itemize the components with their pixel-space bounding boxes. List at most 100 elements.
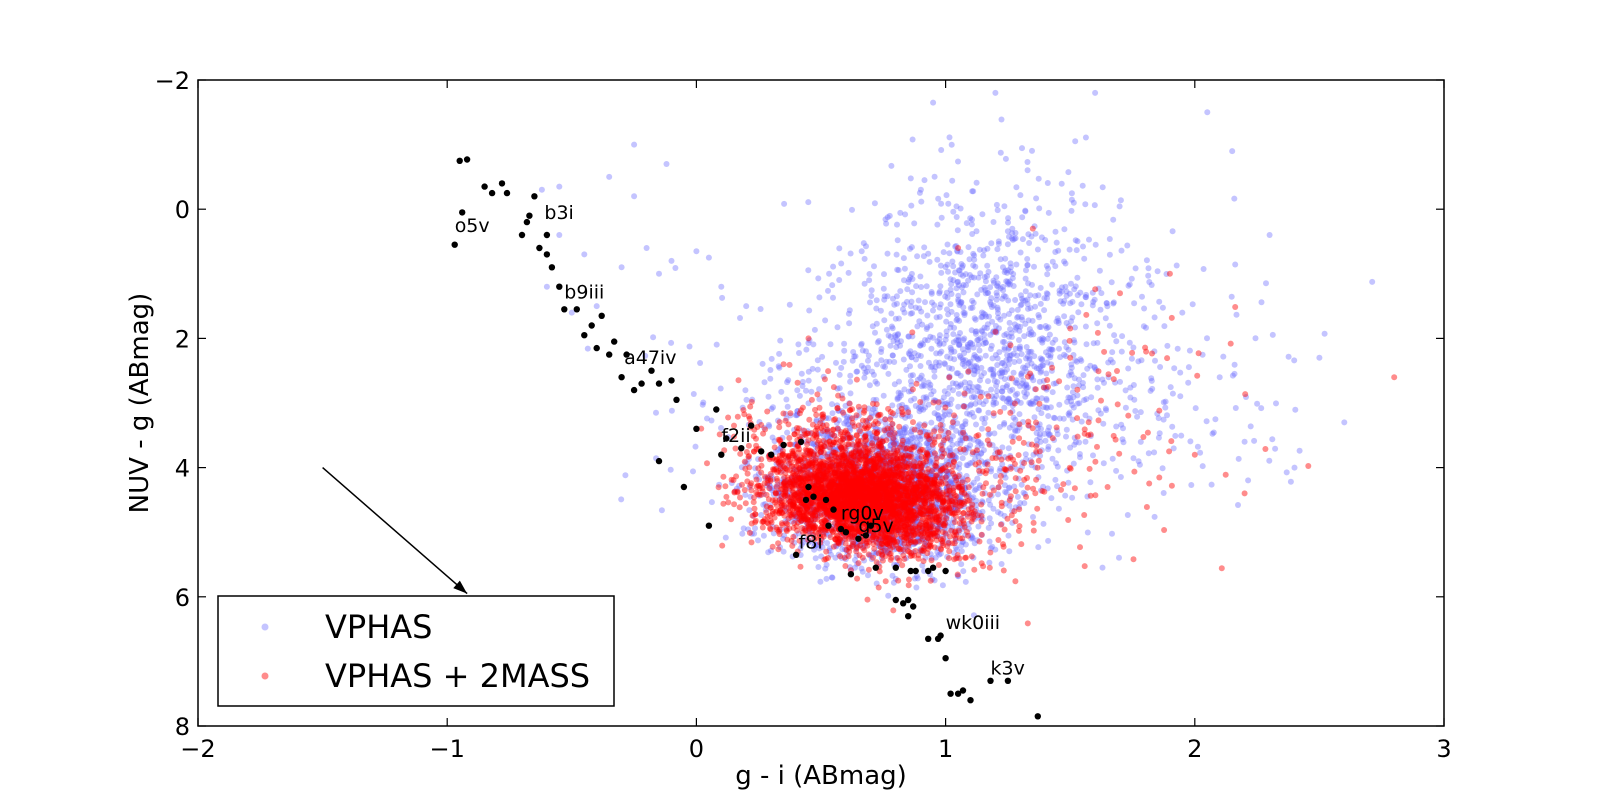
vphas-point bbox=[1292, 406, 1299, 413]
vphas-point bbox=[1070, 199, 1077, 206]
vphas-point bbox=[898, 488, 905, 495]
vphas-point bbox=[872, 517, 879, 524]
vphas-point bbox=[871, 478, 877, 485]
vphas-point bbox=[914, 510, 921, 517]
vphas-point bbox=[927, 439, 934, 446]
vphas-point bbox=[988, 295, 995, 302]
vphas-point bbox=[911, 475, 918, 482]
vphas-point bbox=[943, 318, 950, 325]
vphas-point bbox=[916, 475, 923, 482]
vphas-point bbox=[1043, 262, 1050, 269]
vphas-point bbox=[872, 329, 878, 336]
vphas-point bbox=[1064, 384, 1071, 391]
vphas-point bbox=[832, 554, 839, 561]
vphas-point bbox=[743, 303, 750, 310]
vphas-point bbox=[956, 479, 963, 486]
vphas-point bbox=[1200, 266, 1207, 272]
vphas-point bbox=[1110, 299, 1117, 306]
vphas-point bbox=[841, 473, 848, 480]
vphas-point bbox=[903, 496, 910, 503]
vphas-point bbox=[829, 401, 835, 408]
vphas-point bbox=[979, 508, 986, 515]
vphas-point bbox=[951, 499, 957, 506]
vphas-point bbox=[672, 265, 679, 271]
vphas-point bbox=[745, 526, 752, 533]
vphas-point bbox=[822, 510, 829, 517]
vphas-point bbox=[985, 497, 992, 504]
vphas-point bbox=[883, 220, 890, 227]
vphas-point bbox=[752, 465, 759, 472]
vphas-point bbox=[1035, 544, 1042, 551]
vphas-point bbox=[935, 526, 942, 533]
vphas-point bbox=[1127, 384, 1134, 391]
vphas-point bbox=[893, 524, 899, 531]
vphas-point bbox=[765, 393, 772, 400]
vphas-point bbox=[1160, 490, 1167, 496]
vphas-point bbox=[1148, 282, 1155, 288]
vphas-point bbox=[663, 161, 670, 167]
vphas-point bbox=[700, 399, 707, 406]
vphas-point bbox=[1044, 180, 1051, 186]
vphas-points-layer bbox=[538, 89, 1376, 619]
vphas-point bbox=[901, 309, 908, 316]
vphas-point bbox=[815, 476, 822, 483]
vphas-point bbox=[877, 537, 884, 544]
vphas-point bbox=[1169, 423, 1176, 430]
vphas-point bbox=[1125, 282, 1132, 289]
vphas-point bbox=[927, 506, 934, 513]
vphas-point bbox=[876, 503, 883, 510]
vphas-point bbox=[887, 441, 894, 448]
vphas-point bbox=[946, 250, 953, 257]
vphas-point bbox=[884, 484, 891, 490]
vphas-point bbox=[946, 134, 953, 141]
vphas-point bbox=[934, 221, 941, 228]
vphas-point bbox=[768, 355, 775, 362]
vphas-point bbox=[908, 270, 915, 277]
vphas-point bbox=[1266, 457, 1273, 464]
vphas-point bbox=[824, 434, 831, 441]
vphas-point bbox=[849, 206, 855, 213]
vphas-point bbox=[1010, 271, 1017, 277]
vphas-point bbox=[926, 258, 933, 265]
vphas-point bbox=[770, 404, 776, 411]
vphas-point bbox=[876, 478, 883, 485]
vphas-point bbox=[919, 562, 926, 569]
vphas-point bbox=[1145, 272, 1152, 279]
vphas-point bbox=[881, 509, 888, 516]
vphas-point bbox=[865, 357, 871, 364]
vphas-point bbox=[871, 481, 878, 488]
vphas-point bbox=[1179, 309, 1186, 316]
vphas-point bbox=[976, 407, 983, 414]
vphas-point bbox=[1045, 209, 1052, 216]
vphas-point bbox=[796, 350, 802, 356]
vphas-point bbox=[936, 515, 943, 522]
vphas-point bbox=[1194, 443, 1201, 450]
vphas-point bbox=[936, 359, 943, 366]
vphas-point bbox=[876, 452, 883, 459]
vphas-point bbox=[913, 584, 920, 591]
vphas-point bbox=[1068, 361, 1075, 368]
vphas-point bbox=[1058, 180, 1065, 187]
vphas-point bbox=[824, 540, 831, 546]
vphas-point bbox=[827, 493, 834, 500]
vphas-point bbox=[1099, 184, 1106, 191]
vphas-point bbox=[1072, 138, 1079, 145]
vphas-point bbox=[1220, 353, 1227, 360]
vphas-point bbox=[858, 450, 865, 457]
vphas-point bbox=[927, 381, 934, 388]
vphas-point bbox=[1189, 301, 1196, 308]
vphas-point bbox=[795, 497, 802, 504]
vphas-point bbox=[1038, 324, 1044, 330]
vphas-point bbox=[828, 574, 835, 581]
vphas-point bbox=[876, 541, 883, 547]
vphas-point bbox=[838, 458, 845, 465]
vphas-point bbox=[1137, 409, 1144, 416]
vphas-point bbox=[1067, 300, 1074, 307]
vphas-point bbox=[860, 471, 866, 478]
vphas-point bbox=[993, 382, 1000, 389]
vphas-point bbox=[879, 477, 886, 484]
vphas-point bbox=[905, 516, 912, 523]
vphas-point bbox=[1043, 370, 1050, 377]
vphas-point bbox=[928, 419, 935, 426]
vphas-point bbox=[1210, 429, 1217, 436]
